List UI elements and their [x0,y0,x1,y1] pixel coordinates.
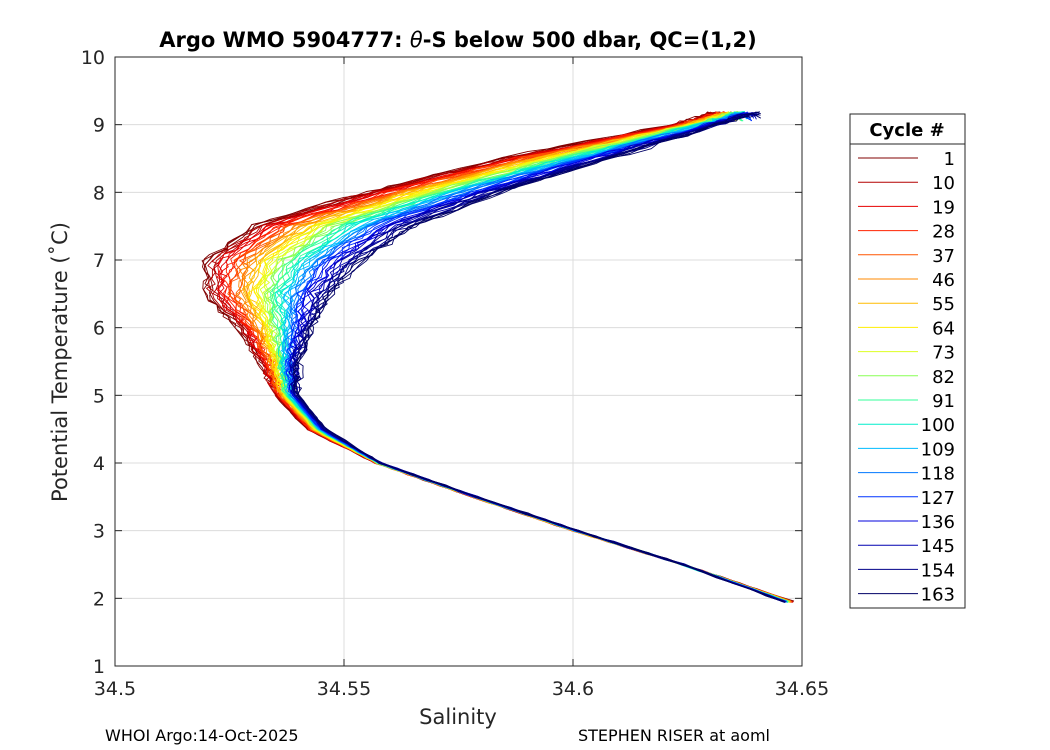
y-tick-label: 3 [93,521,105,543]
y-tick-label: 7 [93,250,105,272]
legend-label-46: 46 [932,270,955,291]
legend-label-28: 28 [932,222,955,243]
legend-label-109: 109 [921,439,955,460]
series-line-163 [294,111,786,603]
x-tick-label: 34.5 [94,678,136,700]
y-tick-label: 10 [81,47,105,69]
y-tick-label: 5 [93,385,105,407]
legend-label-55: 55 [932,294,955,315]
y-tick-label: 9 [93,115,105,137]
y-axis-label: Potential Temperature (˚C) [48,222,72,502]
x-tick-label: 34.65 [775,678,829,700]
plot-area [115,57,802,666]
y-tick-label: 8 [93,182,105,204]
series-line-154 [293,113,783,602]
y-tick-label: 6 [93,318,105,340]
plot-frame [114,56,803,667]
footer-right: STEPHEN RISER at aoml [578,726,770,745]
legend-label-118: 118 [921,464,955,485]
x-tick-label: 34.6 [552,678,594,700]
y-tick-label: 4 [93,453,105,475]
legend-label-127: 127 [921,488,955,509]
legend-label-100: 100 [921,415,955,436]
legend-label-73: 73 [932,343,955,364]
chart-title: Argo WMO 5904777: θ-S below 500 dbar, QC… [159,28,756,52]
legend-items: 1 10 19 28 37 46 55 64 73 82 91 100 109 118 127 136 145 1… [858,149,955,606]
legend-label-82: 82 [932,367,955,388]
x-tick-label: 34.55 [317,678,371,700]
axis-ticks: 34.5 34.55 34.6 34.65 1 2 3 4 5 6 7 8 9 10 [81,47,829,700]
footer-left: WHOI Argo:14-Oct-2025 [105,726,299,745]
series-layer [201,110,795,603]
legend-label-154: 154 [921,560,955,581]
legend-label-136: 136 [921,512,955,533]
legend-label-10: 10 [932,173,955,194]
legend-label-64: 64 [932,318,955,339]
y-tick-label: 2 [93,588,105,610]
legend-label-91: 91 [932,391,955,412]
legend-title: Cycle # [869,120,944,141]
legend-label-1: 1 [944,149,955,170]
legend: Cycle # 1 10 19 28 37 46 55 64 73 82 91 100 109 118 12… [849,113,966,609]
legend-label-145: 145 [921,536,955,557]
series-line-163 [293,112,783,603]
legend-box [849,113,966,609]
y-tick-label: 1 [93,656,105,678]
legend-label-19: 19 [932,197,955,218]
legend-label-163: 163 [921,585,955,606]
legend-label-37: 37 [932,246,955,267]
x-axis-label: Salinity [419,705,497,729]
